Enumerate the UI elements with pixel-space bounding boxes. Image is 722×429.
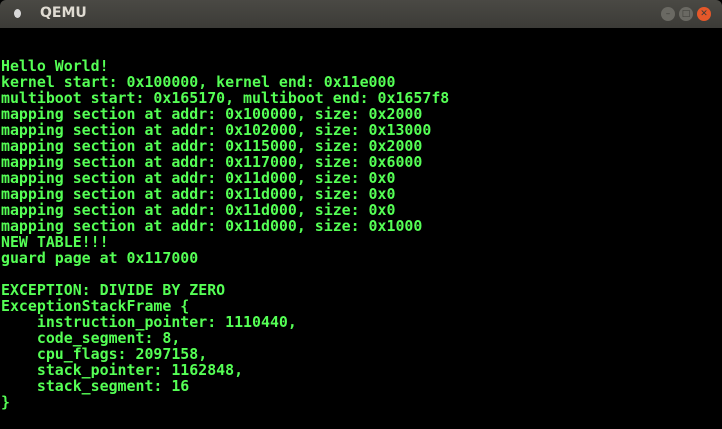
console-line: mapping section at addr: 0x100000, size:… bbox=[1, 105, 423, 123]
console-line: NEW TABLE!!! bbox=[1, 233, 109, 251]
console-line bbox=[1, 266, 449, 282]
console-output: Hello World! kernel start: 0x100000, kern… bbox=[1, 58, 449, 410]
qemu-app-icon bbox=[14, 9, 21, 18]
console-line: mapping section at addr: 0x11d000, size:… bbox=[1, 185, 396, 203]
console-line: EXCEPTION: DIVIDE BY ZERO bbox=[1, 281, 226, 299]
maximize-button[interactable]: □ bbox=[679, 7, 693, 21]
vga-console[interactable]: Hello World! kernel start: 0x100000, kern… bbox=[0, 28, 722, 429]
minimize-icon: – bbox=[665, 9, 671, 19]
console-line: mapping section at addr: 0x102000, size:… bbox=[1, 121, 432, 139]
console-line: kernel start: 0x100000, kernel end: 0x11… bbox=[1, 73, 396, 91]
console-line: mapping section at addr: 0x11d000, size:… bbox=[1, 169, 396, 187]
console-line: code_segment: 8, bbox=[1, 329, 181, 347]
title-bar[interactable]: QEMU – □ ✕ bbox=[0, 0, 722, 28]
minimize-button[interactable]: – bbox=[661, 7, 675, 21]
console-line: guard page at 0x117000 bbox=[1, 249, 199, 267]
maximize-icon: □ bbox=[681, 9, 691, 19]
console-line: mapping section at addr: 0x115000, size:… bbox=[1, 137, 423, 155]
console-line: stack_pointer: 1162848, bbox=[1, 361, 244, 379]
console-line: mapping section at addr: 0x11d000, size:… bbox=[1, 217, 423, 235]
console-line: } bbox=[1, 393, 10, 411]
console-line: cpu_flags: 2097158, bbox=[1, 345, 208, 363]
window-title: QEMU bbox=[40, 5, 87, 21]
console-line: mapping section at addr: 0x11d000, size:… bbox=[1, 201, 396, 219]
close-button[interactable]: ✕ bbox=[697, 7, 711, 21]
console-line: ExceptionStackFrame { bbox=[1, 297, 190, 315]
close-icon: ✕ bbox=[700, 9, 708, 19]
console-line: Hello World! bbox=[1, 57, 109, 75]
console-line: stack_segment: 16 bbox=[1, 377, 190, 395]
console-line: instruction_pointer: 1110440, bbox=[1, 313, 297, 331]
console-line: mapping section at addr: 0x117000, size:… bbox=[1, 153, 423, 171]
console-line: multiboot start: 0x165170, multiboot end… bbox=[1, 89, 450, 107]
